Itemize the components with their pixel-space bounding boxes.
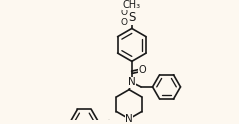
Text: N: N	[125, 114, 133, 124]
Text: O: O	[138, 65, 146, 76]
Text: CH₃: CH₃	[123, 0, 141, 10]
Text: O: O	[120, 18, 127, 27]
Text: N: N	[128, 77, 136, 87]
Text: O: O	[120, 8, 127, 17]
Text: S: S	[128, 11, 136, 24]
